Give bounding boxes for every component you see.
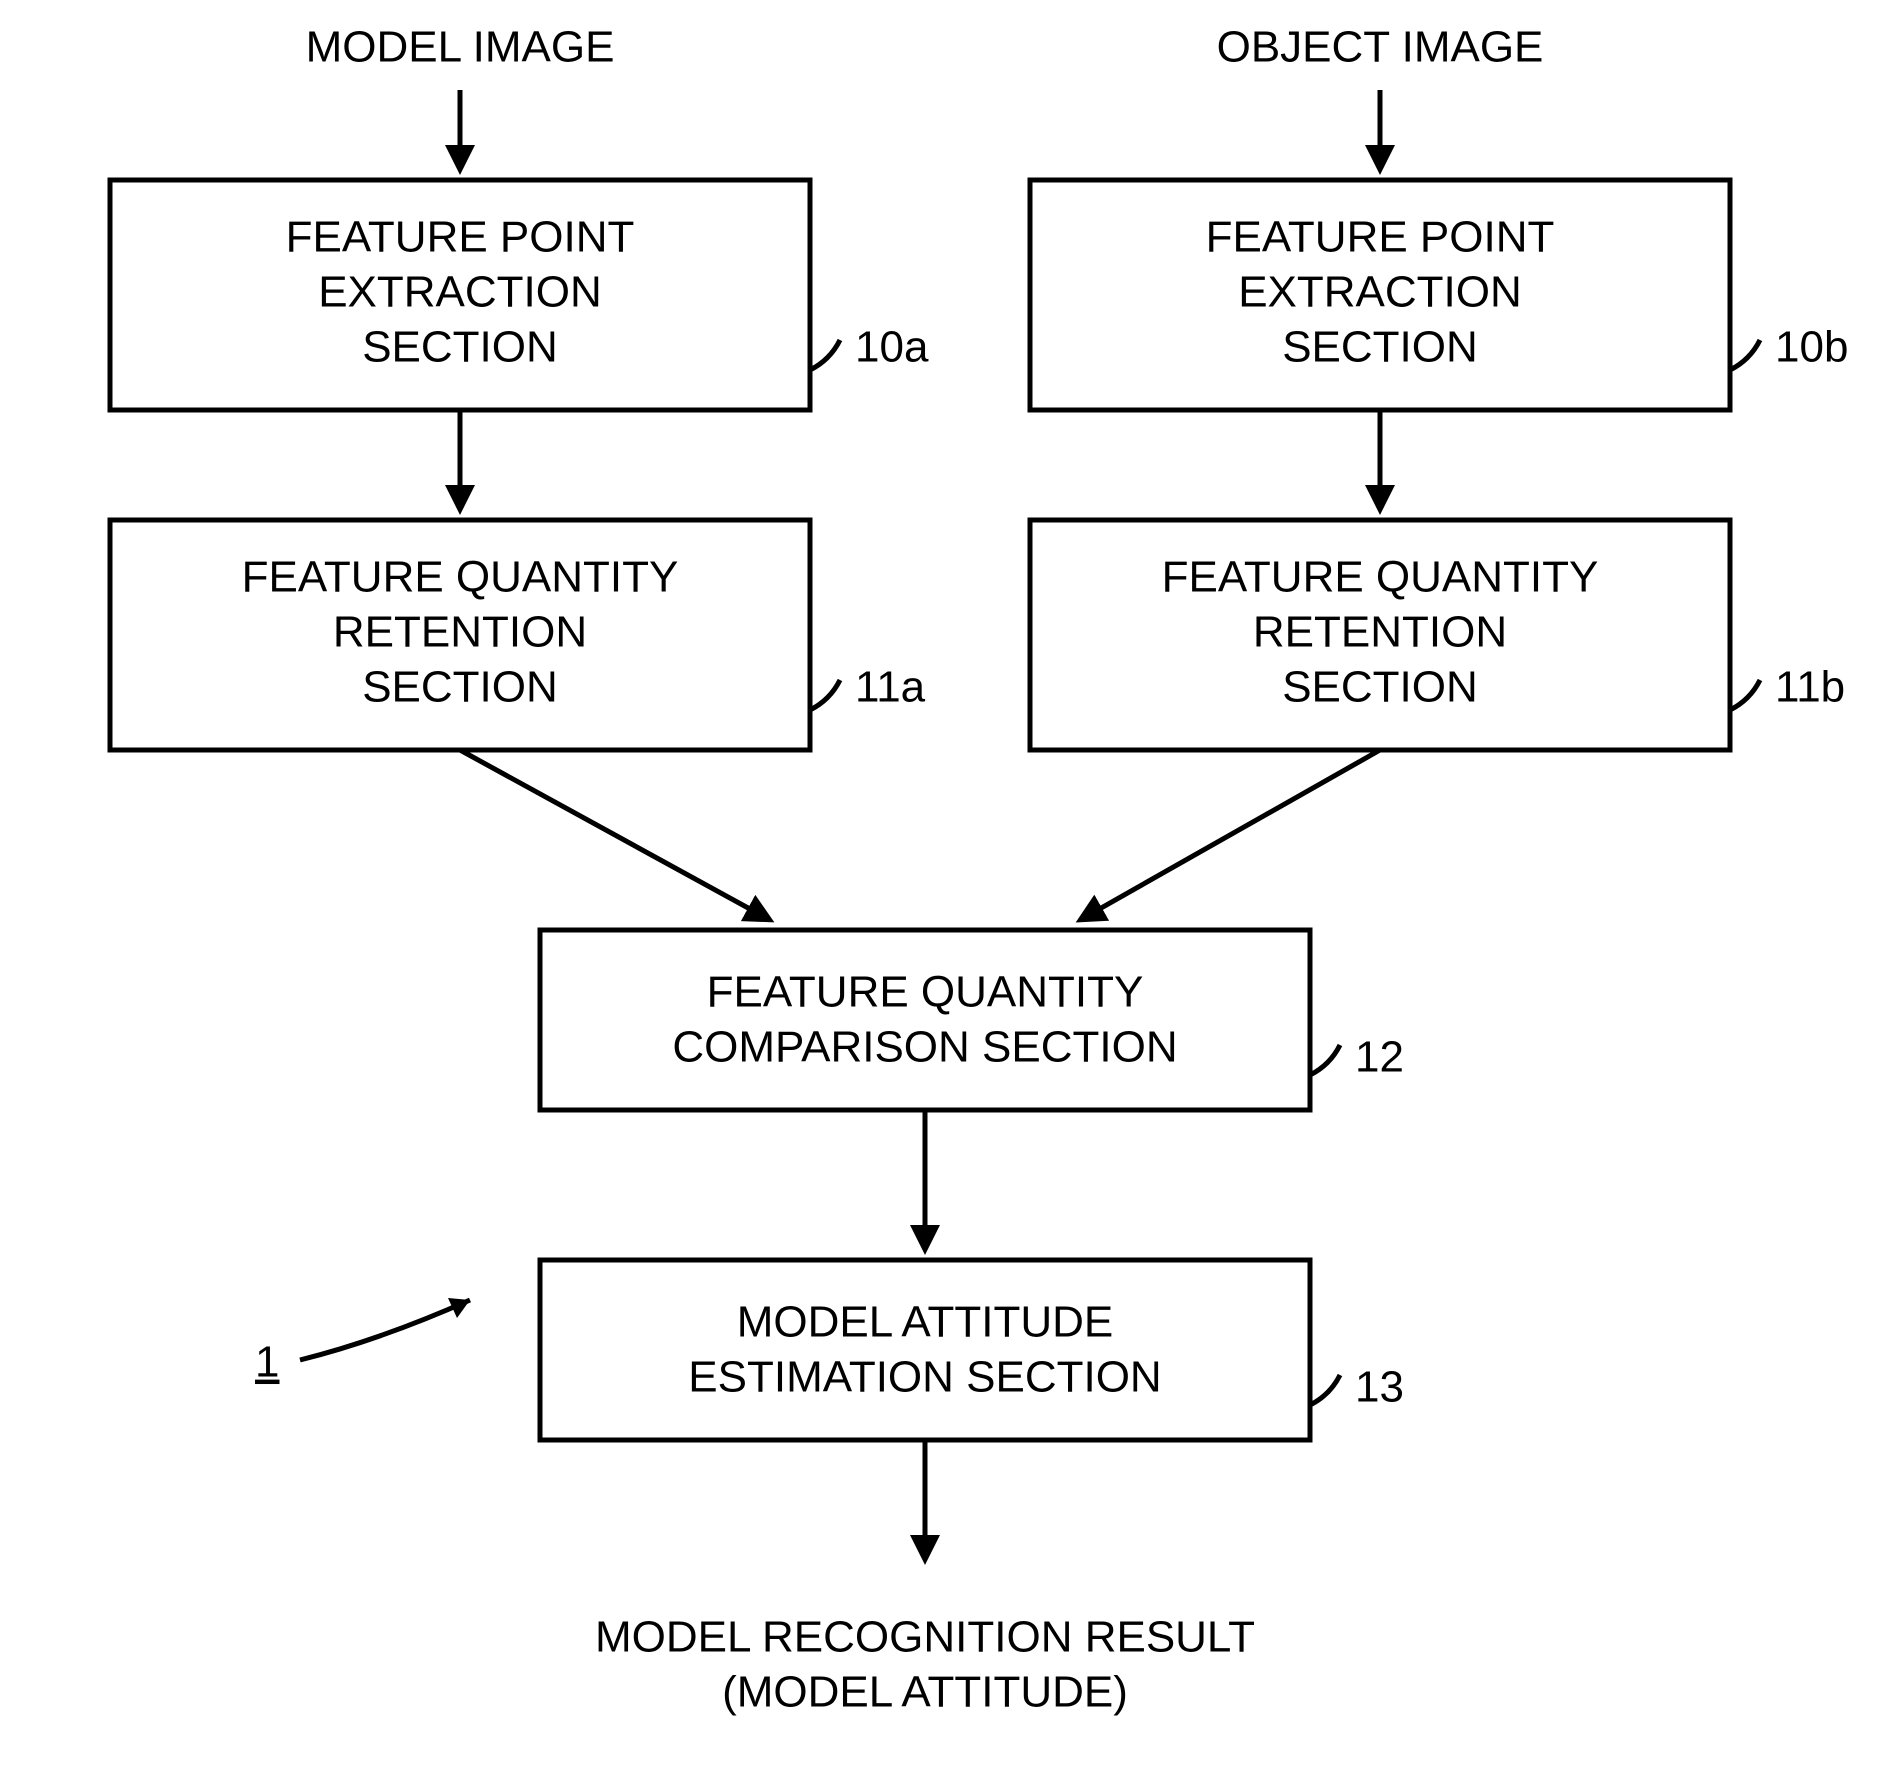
ref-curve-12 [1310, 1045, 1340, 1075]
node-13 [540, 1260, 1310, 1440]
flowchart-diagram: MODEL IMAGE OBJECT IMAGE FEATURE POINT E… [0, 0, 1901, 1777]
ref-label-13: 13 [1355, 1363, 1404, 1412]
node-10b-line3: SECTION [1282, 323, 1478, 372]
node-11b-line2: RETENTION [1253, 608, 1507, 657]
node-11a-line2: RETENTION [333, 608, 587, 657]
node-10a-line2: EXTRACTION [318, 268, 602, 317]
ref-label-11b: 11b [1775, 663, 1845, 712]
edge-11b-12 [1080, 750, 1380, 920]
output-label-line2: (MODEL ATTITUDE) [722, 1668, 1128, 1717]
edge-11a-12 [460, 750, 770, 920]
node-11a-line3: SECTION [362, 663, 558, 712]
input-label-left: MODEL IMAGE [306, 23, 615, 72]
output-label-line1: MODEL RECOGNITION RESULT [595, 1613, 1255, 1662]
node-10b-line2: EXTRACTION [1238, 268, 1522, 317]
system-label-arrow [300, 1300, 470, 1360]
node-11b-line1: FEATURE QUANTITY [1162, 553, 1599, 602]
node-11a-line1: FEATURE QUANTITY [242, 553, 679, 602]
ref-label-12: 12 [1355, 1033, 1404, 1082]
node-12 [540, 930, 1310, 1110]
ref-curve-11b [1730, 680, 1760, 710]
node-11b-line3: SECTION [1282, 663, 1478, 712]
node-13-line2: ESTIMATION SECTION [688, 1353, 1161, 1402]
ref-curve-11a [810, 680, 840, 710]
node-13-line1: MODEL ATTITUDE [737, 1298, 1113, 1347]
ref-curve-10a [810, 340, 840, 370]
system-label: 1 [255, 1338, 279, 1387]
ref-label-10a: 10a [855, 323, 929, 372]
node-10a-line1: FEATURE POINT [286, 213, 635, 262]
input-label-right: OBJECT IMAGE [1217, 23, 1544, 72]
node-12-line2: COMPARISON SECTION [672, 1023, 1177, 1072]
node-10b-line1: FEATURE POINT [1206, 213, 1555, 262]
ref-curve-13 [1310, 1375, 1340, 1405]
ref-label-11a: 11a [855, 663, 926, 712]
node-10a-line3: SECTION [362, 323, 558, 372]
node-12-line1: FEATURE QUANTITY [707, 968, 1144, 1017]
ref-curve-10b [1730, 340, 1760, 370]
ref-label-10b: 10b [1775, 323, 1848, 372]
